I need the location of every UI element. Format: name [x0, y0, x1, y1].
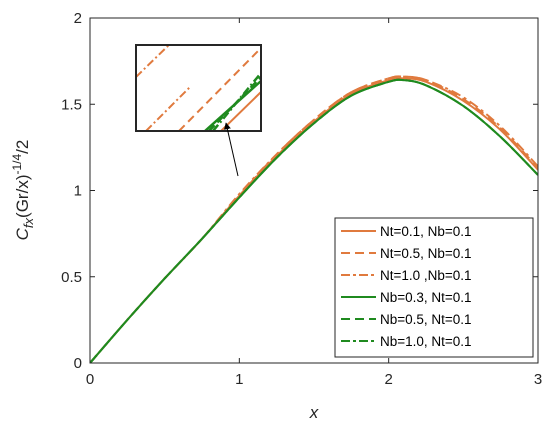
y-axis-label-sup: -1/4	[10, 154, 24, 175]
legend-label-6: Nb=1.0, Nt=0.1	[380, 334, 472, 349]
y-axis-label-tail: /2	[13, 140, 32, 154]
x-tick-label: 2	[384, 371, 392, 388]
x-axis-label: x	[309, 403, 319, 422]
inset-line-nt10	[136, 45, 171, 78]
y-tick-label: 2	[74, 10, 82, 27]
series-line-3	[90, 75, 538, 363]
y-tick-label: 0.5	[61, 269, 82, 286]
series-group	[90, 75, 538, 363]
y-tick-label: 0	[74, 355, 82, 372]
series-line-6	[90, 78, 538, 363]
y-tick-label: 1.5	[61, 96, 82, 113]
ticks-group: 0 1 2 3 0 0.5 1 1.5 2	[61, 10, 542, 388]
y-axis-label-mid: (Gr/x)	[13, 175, 32, 218]
legend-label-3: Nt=1.0 ,Nb=0.1	[380, 268, 472, 283]
x-tick-label: 1	[235, 371, 243, 388]
y-axis-label-c: C	[13, 227, 32, 240]
legend-box	[334, 217, 534, 358]
legend-label-1: Nt=0.1, Nb=0.1	[380, 224, 472, 239]
legend-label-4: Nb=0.3, Nt=0.1	[380, 290, 472, 305]
x-tick-label: 0	[86, 371, 94, 388]
y-axis-label: Cfx(Gr/x)-1/4/2	[10, 140, 36, 241]
inset-line-nb10	[212, 72, 261, 131]
legend: Nt=0.1, Nb=0.1 Nt=0.5, Nb=0.1 Nt=1.0 ,Nb=0…	[334, 217, 534, 358]
inset-frame	[135, 44, 262, 132]
zoom-inset	[135, 44, 262, 177]
x-tick-label: 3	[534, 371, 542, 388]
legend-label-5: Nb=0.5, Nt=0.1	[380, 312, 472, 327]
inset-line-nt05	[178, 47, 261, 131]
legend-label-2: Nt=0.5, Nb=0.1	[380, 246, 472, 261]
y-axis-label-fx: fx	[21, 217, 36, 228]
inset-pointer-arrow	[223, 122, 239, 177]
inset-frame-bg	[136, 45, 261, 131]
y-tick-label: 1	[74, 183, 82, 200]
inset-line-nt10b	[145, 86, 191, 131]
